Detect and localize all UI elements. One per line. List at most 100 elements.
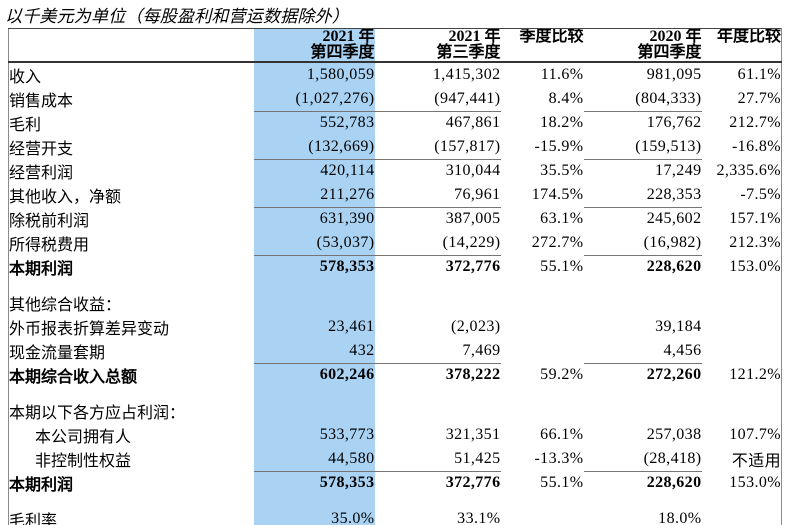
cell-yoy (702, 279, 782, 291)
cell-yoy (702, 507, 782, 525)
cell-q4-2021 (253, 399, 375, 423)
header-q4-2021-quarter: 第四季度 (310, 44, 375, 61)
header-qoq-compare: 季度比较 (500, 28, 584, 63)
cell-qoq (501, 399, 584, 423)
cell-q4-2020: 981,095 (646, 66, 702, 83)
cell-q4-2020: (16,982) (643, 233, 702, 251)
cell-q4-2021 (253, 387, 375, 399)
cell-q3-2021: (157,817) (434, 137, 501, 155)
cell-yoy: 2,335.6% (716, 162, 781, 179)
cell-qoq: -15.9% (534, 138, 584, 155)
cell-q4-2021: 211,276 (253, 183, 375, 207)
row-label: 本期利润 (9, 261, 74, 278)
cell-yoy: 212.7% (729, 114, 781, 131)
cell-yoy: 27.7% (737, 90, 781, 107)
cell-yoy: 153.0% (729, 474, 781, 491)
cell-q4-2020: 4,456 (663, 341, 702, 359)
cell-yoy (702, 387, 782, 399)
cell-yoy: -7.5% (740, 186, 781, 203)
cell-q4-2021: 1,580,059 (253, 62, 375, 87)
row-label (9, 495, 254, 507)
cell-q4-2020: (28,418) (643, 449, 702, 467)
cell-q4-2021: 44,580 (253, 447, 375, 471)
row-label: 现金流量套期 (9, 345, 106, 362)
header-empty (8, 28, 254, 63)
row-label (9, 387, 254, 399)
cell-q3-2021: 1,415,302 (432, 66, 501, 83)
cell-qoq: 59.2% (540, 366, 584, 383)
units-caption: 以千美元为单位（每股盈利和营运数据除外） (5, 7, 349, 26)
cell-qoq: 55.1% (540, 258, 584, 275)
cell-qoq: 272.7% (531, 234, 584, 251)
table-row: 现金流量套期 432 7,469 4,456 (9, 339, 782, 363)
cell-q4-2020: 272,260 (583, 362, 702, 387)
table-row: 非控制性权益 44,580 51,425 -13.3% (28,418) 不适用 (9, 447, 782, 471)
row-label: 除税前利润 (9, 213, 90, 230)
table-row: 收入 1,580,059 1,415,302 11.6% 981,095 61.1% (9, 62, 782, 87)
table-row: 本期综合收入总额 602,246 378,222 59.2% 272,260 121.2% (9, 362, 782, 387)
cell-yoy: 153.0% (729, 258, 781, 275)
row-label: 收入 (9, 69, 42, 86)
cell-q3-2021: (14,229) (442, 233, 501, 251)
cell-q4-2021: 420,114 (253, 158, 375, 183)
cell-q3-2021: 372,776 (374, 254, 501, 279)
row-label: 本公司拥有人 (35, 429, 132, 446)
cell-yoy: 157.1% (729, 210, 781, 227)
cell-q3-2021: 372,776 (374, 470, 501, 495)
table-row: 经营利润 420,114 310,044 35.5% 17,249 2,335.6% (9, 158, 782, 183)
cell-q4-2020: 245,602 (583, 206, 702, 231)
cell-q4-2020: 39,184 (655, 318, 702, 335)
cell-yoy (702, 339, 782, 363)
cell-yoy (702, 495, 782, 507)
cell-q4-2021: 432 (253, 339, 375, 363)
cell-q4-2020 (584, 495, 702, 507)
cell-q3-2021 (375, 387, 501, 399)
cell-qoq: 18.2% (540, 114, 584, 131)
cell-q3-2021 (375, 399, 501, 423)
cell-qoq: 63.1% (540, 210, 584, 227)
cell-q3-2021: 467,861 (374, 110, 501, 135)
row-label: 本期利润 (9, 477, 74, 494)
cell-q3-2021 (375, 495, 501, 507)
cell-q3-2021: 321,351 (445, 426, 501, 443)
table-row: 毛利率 35.0% 33.1% 18.0% (9, 507, 782, 525)
table-row: 本公司拥有人 533,773 321,351 66.1% 257,038 107.7% (9, 423, 782, 447)
cell-q4-2020: 176,762 (583, 110, 702, 135)
cell-q3-2021: 7,469 (462, 341, 501, 359)
cell-q3-2021 (375, 291, 501, 315)
cell-qoq (501, 507, 584, 525)
cell-q4-2021 (253, 279, 375, 291)
cell-q4-2021: 23,461 (253, 315, 375, 339)
row-label (9, 279, 254, 291)
cell-qoq: -13.3% (534, 450, 584, 467)
cell-qoq: 55.1% (540, 474, 584, 491)
cell-qoq (501, 339, 584, 363)
row-label: 经营开支 (9, 141, 74, 158)
cell-q4-2021: 35.0% (253, 507, 375, 525)
cell-qoq (501, 291, 584, 315)
cell-q4-2021 (253, 291, 375, 315)
row-label: 所得税费用 (9, 237, 90, 254)
table-row: 除税前利润 631,390 387,005 63.1% 245,602 157.1% (9, 206, 782, 231)
cell-yoy (702, 291, 782, 315)
cell-qoq (501, 315, 584, 339)
table-row: 外币报表折算差异变动 23,461 (2,023) 39,184 (9, 315, 782, 339)
cell-q4-2020: 257,038 (646, 426, 702, 443)
cell-yoy: 61.1% (737, 66, 781, 83)
cell-yoy: 107.7% (729, 426, 781, 443)
table-row: 其他收入，净额 211,276 76,961 174.5% 228,353 -7.5% (9, 183, 782, 207)
cell-q4-2021 (253, 495, 375, 507)
cell-q4-2020: (159,513) (635, 137, 702, 155)
section-header-row: 本期以下各方应占利润： (9, 399, 782, 423)
row-label: 本期以下各方应占利润： (9, 405, 186, 422)
section-header-row: 其他综合收益： (9, 291, 782, 315)
cell-q3-2021: 378,222 (374, 362, 501, 387)
table-row: 所得税费用 (53,037) (14,229) 272.7% (16,982) 212.3… (9, 231, 782, 255)
cell-yoy: 212.3% (729, 234, 781, 251)
header-q4-2020-quarter: 第四季度 (637, 44, 702, 61)
cell-yoy (702, 399, 782, 423)
cell-q3-2021: (947,441) (434, 89, 501, 107)
cell-q3-2021 (375, 279, 501, 291)
cell-q4-2020: 17,249 (583, 158, 702, 183)
